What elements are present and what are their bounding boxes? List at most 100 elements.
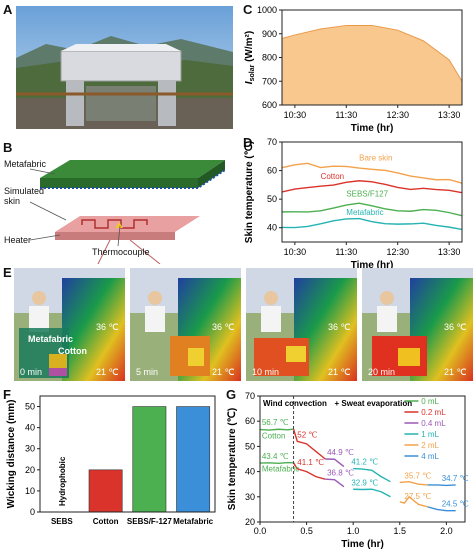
x-axis-label: Time (hr) <box>351 123 394 134</box>
x-tick-label: 2.0 <box>440 526 453 536</box>
temperature-annotation: 41.2 ℃ <box>351 458 378 467</box>
temperature-annotation: 32.9 ℃ <box>351 478 378 487</box>
temperature-annotation: 34.7 ℃ <box>442 474 469 483</box>
y-tick-label: 30 <box>25 444 35 454</box>
y-tick-label: 900 <box>262 29 277 39</box>
y-axis-label: Wicking distance (mm) <box>6 400 17 509</box>
x-tick-label: 10:30 <box>284 110 307 120</box>
y-axis-label: Isolar (W/m²) <box>244 31 256 84</box>
label-heater: Heater <box>4 235 31 245</box>
temperature-annotation: 56.7 ℃ <box>262 418 289 427</box>
schematic-setup: Metafabric Simulated skin Heater Thermoc… <box>4 159 226 264</box>
temperature-annotation: 35.7 ℃ <box>404 471 431 480</box>
x-tick-label: 13:30 <box>438 110 461 120</box>
y-tick-label: 50 <box>267 194 277 204</box>
legend-label: 1 mL <box>421 430 439 439</box>
metafabric-line-segment-4 <box>399 495 428 508</box>
panel-letter-f: F <box>3 387 11 402</box>
thermal-hot-label: 36 ℃ <box>96 322 119 332</box>
y-tick-label: 60 <box>245 416 255 426</box>
x-tick-label: Cotton <box>93 517 119 526</box>
thermal-image-strip: 0 min 5 min 10 min 20 min 36 ℃ 36 ℃ 36 ℃… <box>14 268 473 381</box>
x-tick-label: SEBS/F-127 <box>127 517 172 526</box>
x-tick-label: 11:30 <box>335 110 357 120</box>
y-axis-label: Skin temperature (℃) <box>227 408 238 510</box>
x-axis-label: Time (hr) <box>341 539 384 550</box>
cotton-line-segment-5 <box>427 484 456 487</box>
y-tick-label: 20 <box>25 465 35 475</box>
plot-frame <box>281 141 463 243</box>
top-label-wind: Wind convection <box>263 399 327 408</box>
x-tick-label: 1.5 <box>394 526 407 536</box>
series-line-0 <box>281 162 463 184</box>
cotton-line-segment-1 <box>292 428 326 460</box>
y-tick-label: 40 <box>245 467 255 477</box>
chart-wicking-distance: SEBS Hydrophobic Cotton SEBS/F-127 Metafabri… <box>6 395 216 526</box>
series-line-2 <box>281 202 463 217</box>
legend-label: 2 mL <box>421 441 439 450</box>
legend-label: 0 mL <box>421 397 439 406</box>
metafabric-line-segment-1 <box>292 462 326 480</box>
bar-2 <box>132 406 167 513</box>
thermal-cold-label: 21 ℃ <box>444 367 467 377</box>
y-axis-label: Skin temperature (℃) <box>244 141 255 243</box>
temperature-annotation: 24.5 ℃ <box>442 500 469 509</box>
bar-1 <box>88 469 123 513</box>
thermal-annot-cotton: Cotton <box>58 346 87 356</box>
x-tick-label: 11:30 <box>335 247 357 257</box>
y-tick-label: 40 <box>267 223 277 233</box>
x-tick-label: 12:30 <box>386 247 409 257</box>
series-label: Cotton <box>321 172 345 181</box>
top-label-sweat: + Sweat evaporation <box>335 399 413 408</box>
legend-label: 4 mL <box>421 452 439 461</box>
thermal-image-2 <box>246 268 357 381</box>
panel-letter-c: C <box>243 2 253 17</box>
panel-letter-b: B <box>3 140 13 155</box>
series-line-3 <box>281 217 463 231</box>
x-tick-label: 0.5 <box>300 526 313 536</box>
panel-letter-g: G <box>226 387 237 402</box>
legend-label: 0.2 mL <box>421 408 446 417</box>
thermal-cold-label: 21 ℃ <box>328 367 351 377</box>
chart-skin-temperature-sweat: 20 30 40 50 60 70 0.0 0.5 1.0 1.5 2.0 Time (hr) Skin… <box>227 391 469 550</box>
y-tick-label: 0 <box>30 507 35 517</box>
thermal-image-3 <box>362 268 473 381</box>
thermal-hot-label: 36 ℃ <box>212 322 235 332</box>
metafabric-line-segment-3 <box>353 488 391 498</box>
y-tick-label: 700 <box>262 76 277 86</box>
chart-solar-irradiance: 600 700 800 900 1000 10:30 11:30 12:30 13:30 Time… <box>244 5 463 134</box>
cotton-line-segment-3 <box>353 467 391 483</box>
cotton-line-segment-4 <box>399 480 428 486</box>
thermal-annot-metafabric: Metafabric <box>28 334 74 344</box>
x-tick-label: 12:30 <box>386 110 409 120</box>
x-tick-label: 1.0 <box>347 526 360 536</box>
temperature-annotation: 52 ℃ <box>297 431 317 440</box>
y-tick-label: 10 <box>25 486 35 496</box>
metafabric-line-segment-0 <box>259 461 294 464</box>
series-line-1 <box>281 180 463 194</box>
label-metafabric: Metafabric <box>4 159 47 169</box>
thermal-image-1 <box>130 268 241 381</box>
y-tick-label: 600 <box>262 100 277 110</box>
bar-3 <box>176 406 211 513</box>
thermal-time-label: 0 min <box>20 367 43 377</box>
legend-label: 0.4 mL <box>421 419 446 428</box>
temperature-annotation: 43.4 ℃ <box>262 452 289 461</box>
thermal-time-label: 5 min <box>136 367 159 377</box>
photo-rooftop-setup <box>16 6 233 129</box>
label-simulated-skin-2: skin <box>4 196 20 206</box>
metafabric-line-segment-5 <box>427 506 456 512</box>
series-label: SEBS/F127 <box>346 189 388 198</box>
x-tick-label: Metafabric <box>173 517 214 526</box>
series-label: Metafabric <box>346 208 383 217</box>
thermal-image-0 <box>14 268 125 381</box>
panel-letter-e: E <box>3 265 12 280</box>
thermal-cold-label: 21 ℃ <box>212 367 235 377</box>
y-tick-label: 1000 <box>257 5 277 15</box>
x-axis-label: Time (hr) <box>351 260 394 270</box>
x-tick-label: 10:30 <box>284 247 307 257</box>
panel-letter-d: D <box>243 135 253 150</box>
plot-frame <box>259 395 466 523</box>
y-tick-label: 70 <box>245 391 255 401</box>
